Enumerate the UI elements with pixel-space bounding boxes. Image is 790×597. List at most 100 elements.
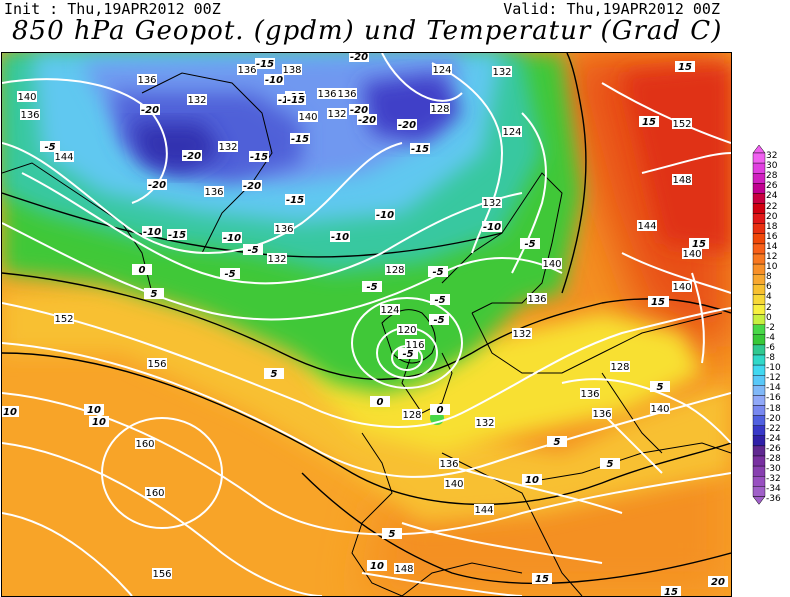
contour-label: 152 [54,314,73,325]
isotherm-label: -5 [524,239,535,250]
colorbar-level-label: -14 [766,383,781,394]
colorbar-level-label: -8 [766,353,775,363]
contour-label: 144 [54,152,73,163]
isotherm-label: -15 [291,134,309,145]
isotherm-label: -20 [183,151,201,162]
colorbar-level-label: -2 [766,322,775,333]
isotherm-label: -5 [433,315,444,326]
colorbar-swatch [752,152,766,164]
isotherm-label: -10 [483,222,501,233]
colorbar-swatch [752,203,766,214]
contour-label: 132 [475,418,494,429]
contour-label: 136 [317,89,336,100]
colorbar-level-label: 0 [766,312,772,323]
isotherm-label: -20 [141,105,159,116]
contour-label: 138 [282,65,301,76]
colorbar-swatch [752,455,766,467]
isotherm-label: -15 [287,95,305,106]
isotherm-label: 15 [678,62,692,73]
isotherm-label: -20 [358,115,376,126]
isotherm-label: 10 [3,407,17,418]
isotherm-label: -5 [402,349,413,360]
isotherm-label: 0 [377,397,384,408]
colorbar-swatch [752,304,766,315]
colorbar-level-label: 8 [766,272,772,283]
isotherm-label: -10 [265,75,283,86]
colorbar-swatch [752,435,766,447]
colorbar-swatch [752,193,766,204]
contour-label: 120 [397,325,416,336]
colorbar-level-label: -36 [766,494,781,505]
colorbar-level-label: 10 [766,262,778,273]
init-time: Init : Thu,19APR2012 00Z [4,0,221,18]
isotherm-label: -15 [256,59,274,70]
isotherm-label: -20 [243,181,261,192]
valid-time: Valid: Thu,19APR2012 00Z [503,0,720,18]
colorbar-swatch [752,273,766,285]
contour-label: 156 [147,359,166,370]
contour-label: 152 [672,119,691,130]
isotherm-label: -5 [224,269,235,280]
contour-label: 124 [432,65,451,76]
contour-label: 136 [580,389,599,400]
isotherm-label: -10 [143,227,161,238]
contour-label: 136 [439,459,458,470]
isotherm-label: 10 [87,405,101,416]
map-header: Init : Thu,19APR2012 00Z Valid: Thu,19AP… [0,0,790,52]
contour-label: 156 [152,569,171,580]
colorbar-swatch [752,364,766,376]
colorbar-level-label: 24 [766,191,778,202]
contour-label: 128 [430,104,449,115]
contour-label: 136 [204,187,223,198]
colorbar-swatch [752,284,766,295]
colorbar-swatch [752,445,766,457]
contour-label: 140 [444,479,463,490]
contour-label: 136 [592,409,611,420]
isotherm-label: 20 [711,577,725,588]
contour-label: 140 [542,259,561,270]
isotherm-label: 5 [271,369,278,380]
isotherm-label: -5 [366,282,377,293]
contour-label: 132 [512,329,531,340]
colorbar-swatch [752,314,766,325]
contour-label: 136 [20,110,39,121]
isotherm-label: -20 [350,105,368,116]
colorbar-bottom-arrow [752,496,766,505]
isotherm-label: -5 [434,295,445,306]
colorbar-level-label: 16 [766,231,778,242]
colorbar-level-label: 20 [766,211,778,222]
colorbar-level-label: -30 [766,464,781,475]
isotherm-label: 5 [607,459,614,470]
contour-label: 132 [327,109,346,120]
contour-label: 144 [637,221,656,232]
isotherm-label: 0 [139,265,146,276]
colorbar-swatch [752,415,766,426]
colorbar-swatch [752,233,766,245]
colorbar-level-label: -26 [766,443,781,454]
colorbar-swatch [752,243,766,255]
colorbar-level-label: 30 [766,161,778,172]
contour-label: 160 [135,439,154,450]
colorbar-level-label: -12 [766,373,781,384]
colorbar-level-label: 12 [766,252,778,262]
colorbar-level-label: -22 [766,423,781,434]
colorbar-swatch [752,162,766,174]
isotherm-label: -10 [223,233,241,244]
colorbar-swatch [752,405,766,416]
colorbar-swatch [752,465,766,477]
contour-label: 140 [298,112,317,123]
isotherm-label: -20 [148,180,166,191]
temperature-labels: -20 -20 -20 -20 -20 -15 -15 -15 -15 -15 … [2,53,728,596]
contour-label: 116 [405,340,424,351]
contour-label: 124 [380,305,399,316]
colorbar-swatch [752,173,766,184]
isotherm-label: -5 [247,245,258,256]
contour-label: 132 [492,67,511,78]
colorbar-level-label: 28 [766,171,778,182]
isotherm-label: -15 [286,195,304,206]
map-title: 850 hPa Geopot. (gpdm) und Temperatur (G… [12,16,723,46]
colorbar-swatch [752,476,766,487]
geopotential-labels: 136 132 136 136 132 140 136 144 124 128 … [17,64,702,580]
colorbar-level-label: -32 [766,474,781,485]
colorbar-level-label: -24 [766,433,781,444]
